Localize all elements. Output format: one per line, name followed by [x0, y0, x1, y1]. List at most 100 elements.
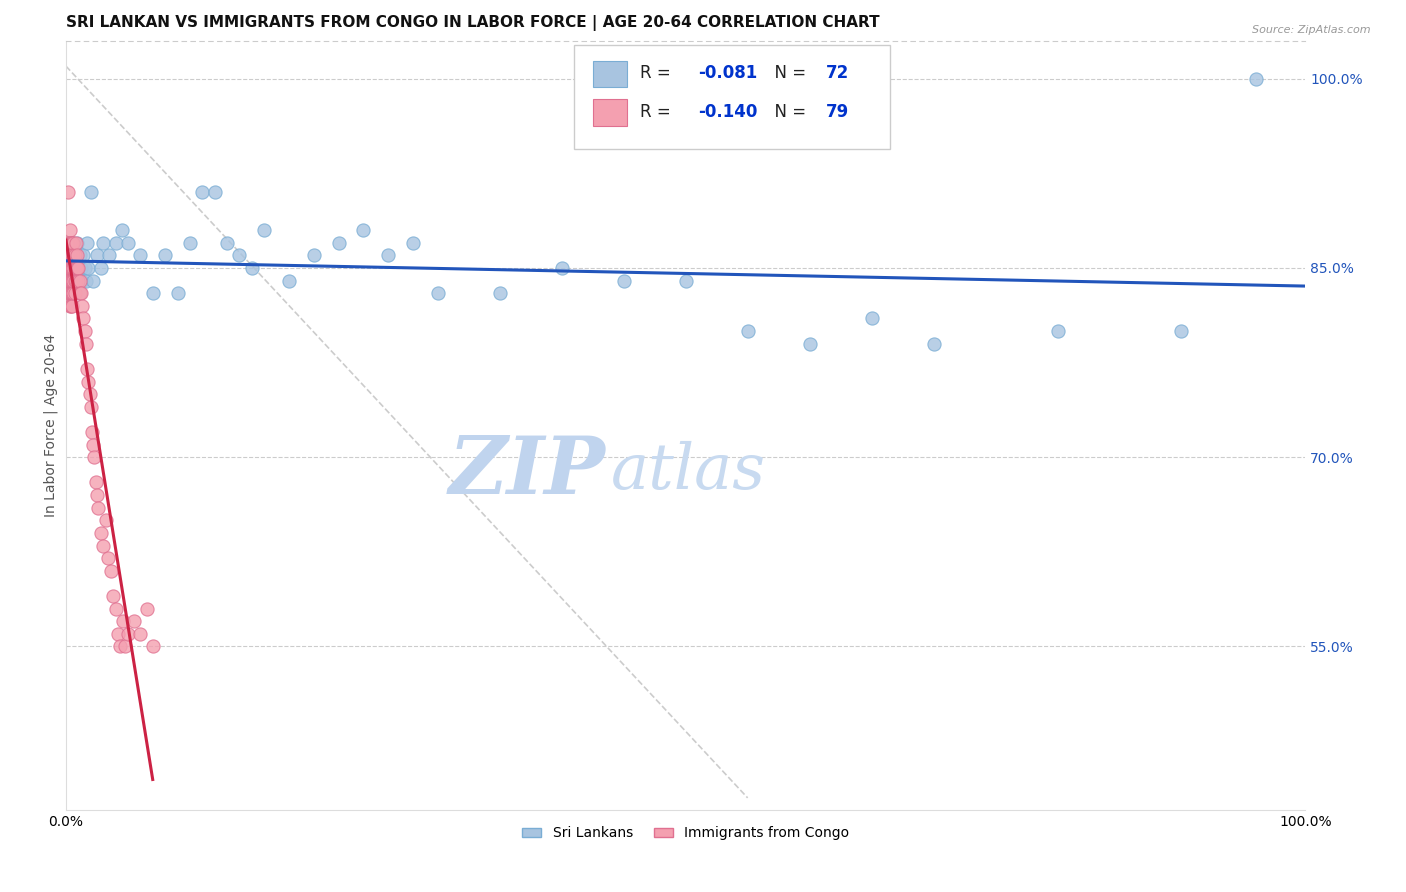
Text: atlas: atlas [612, 441, 766, 503]
Point [240, 260, 263, 275]
Point [191, 186, 214, 200]
Point [60, 235, 83, 250]
Point [110, 640, 132, 654]
Point [62, 274, 84, 288]
Point [63, 248, 86, 262]
Point [69, 286, 91, 301]
Point [402, 235, 425, 250]
Point [56, 248, 79, 262]
Point [65, 274, 87, 288]
Point [860, 311, 883, 326]
Point [80, 186, 103, 200]
Point [59, 235, 82, 250]
Point [101, 589, 124, 603]
Point [217, 235, 239, 250]
Point [84, 475, 107, 490]
Point [59, 286, 82, 301]
Point [76, 235, 98, 250]
Point [69, 286, 91, 301]
Point [58, 260, 80, 275]
Point [352, 223, 374, 237]
Point [69, 274, 91, 288]
Point [59, 248, 82, 262]
Point [166, 286, 188, 301]
Point [80, 425, 103, 439]
Point [94, 513, 117, 527]
Point [111, 223, 134, 237]
Point [65, 248, 87, 262]
Point [86, 488, 108, 502]
Point [70, 299, 93, 313]
Point [302, 248, 325, 262]
Point [70, 274, 93, 288]
Point [153, 248, 176, 262]
Point [77, 375, 100, 389]
Point [488, 286, 510, 301]
Point [97, 551, 120, 566]
Text: 79: 79 [825, 103, 849, 120]
Point [67, 274, 90, 288]
Point [59, 260, 82, 275]
Point [56, 235, 79, 250]
Point [107, 627, 129, 641]
Point [59, 274, 82, 288]
Point [66, 274, 89, 288]
Point [72, 311, 94, 326]
Point [56, 274, 79, 288]
Point [1244, 71, 1267, 86]
Point [66, 235, 89, 250]
Point [75, 336, 97, 351]
Point [204, 186, 226, 200]
Point [59, 248, 82, 262]
Point [69, 260, 91, 275]
Point [75, 274, 97, 288]
Text: N =: N = [763, 64, 811, 82]
Point [59, 299, 82, 313]
Point [98, 248, 121, 262]
Text: ZIP: ZIP [449, 434, 605, 510]
Text: -0.081: -0.081 [697, 64, 758, 82]
Point [63, 286, 86, 301]
Point [59, 286, 82, 301]
FancyBboxPatch shape [593, 61, 627, 87]
Point [59, 274, 82, 288]
Point [60, 299, 83, 313]
Point [551, 260, 574, 275]
Point [59, 223, 82, 237]
Point [1046, 324, 1069, 338]
Point [58, 235, 80, 250]
Point [60, 235, 83, 250]
Point [60, 248, 83, 262]
Point [58, 248, 80, 262]
Point [60, 274, 83, 288]
Point [142, 286, 165, 301]
Point [80, 400, 103, 414]
Point [60, 274, 83, 288]
Text: 72: 72 [825, 64, 849, 82]
Point [63, 260, 86, 275]
Point [63, 274, 86, 288]
Point [67, 260, 90, 275]
Point [60, 286, 83, 301]
Point [179, 235, 201, 250]
Point [62, 235, 84, 250]
Y-axis label: In Labor Force | Age 20-64: In Labor Force | Age 20-64 [44, 334, 58, 517]
Point [59, 274, 82, 288]
Point [73, 260, 96, 275]
Point [59, 248, 82, 262]
Point [59, 260, 82, 275]
Point [328, 235, 350, 250]
Point [76, 362, 98, 376]
Point [111, 614, 134, 628]
Point [90, 525, 112, 540]
Point [1170, 324, 1192, 338]
Point [129, 627, 152, 641]
Text: Source: ZipAtlas.com: Source: ZipAtlas.com [1253, 25, 1371, 35]
Point [59, 274, 82, 288]
Point [142, 640, 165, 654]
Point [426, 286, 449, 301]
Point [58, 260, 80, 275]
Text: SRI LANKAN VS IMMIGRANTS FROM CONGO IN LABOR FORCE | AGE 20-64 CORRELATION CHART: SRI LANKAN VS IMMIGRANTS FROM CONGO IN L… [66, 15, 880, 31]
FancyBboxPatch shape [574, 45, 890, 149]
Point [122, 614, 145, 628]
